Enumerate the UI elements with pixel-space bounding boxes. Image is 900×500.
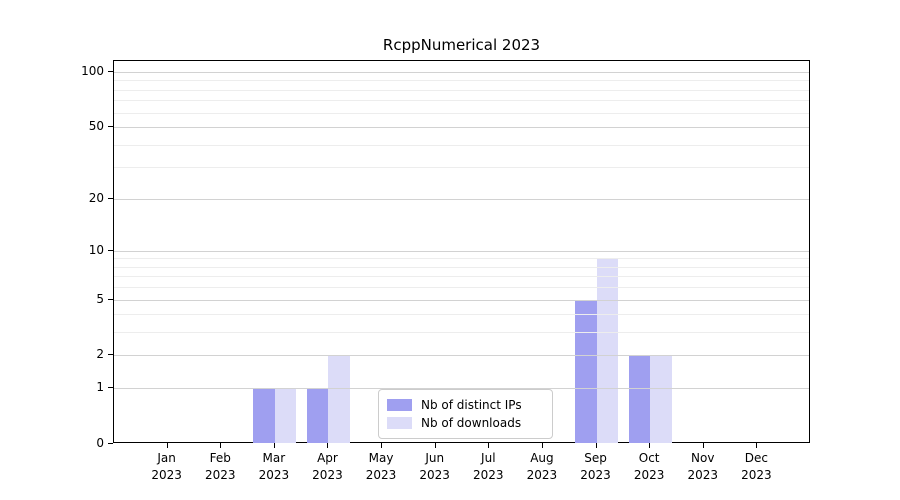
plot-area <box>113 60 810 443</box>
bar-oct-downloads <box>650 355 672 443</box>
y-tick-mark-1 <box>108 387 113 389</box>
bar-mar-downloads <box>274 388 297 443</box>
legend: Nb of distinct IPs Nb of downloads <box>378 389 553 439</box>
y-tick-label-100: 100 <box>81 64 104 78</box>
x-tick-mark-oct <box>649 443 651 448</box>
y-tick-label-5: 5 <box>96 291 104 306</box>
legend-swatch-distinct-ips <box>387 399 412 411</box>
y-tick-label-1: 1 <box>96 380 104 395</box>
legend-item-downloads: Nb of downloads <box>387 416 544 430</box>
legend-label-distinct-ips: Nb of distinct IPs <box>421 398 522 412</box>
x-tick-mark-apr <box>327 443 329 448</box>
x-tick-mark-nov <box>702 443 704 448</box>
y-tick-mark-0 <box>108 443 113 444</box>
x-tick-mark-jul <box>488 443 490 448</box>
x-tick-label-feb: Feb 2023 <box>204 451 236 482</box>
y-tick-label-10: 10 <box>88 242 104 257</box>
x-tick-label-jun: Jun 2023 <box>419 451 450 482</box>
bar-sep-downloads <box>596 258 619 443</box>
legend-item-distinct-ips: Nb of distinct IPs <box>387 398 544 412</box>
bar-sep-distinct-ips <box>575 299 597 443</box>
x-tick-mark-may <box>381 443 383 448</box>
x-tick-label-jan: Jan 2023 <box>151 451 182 482</box>
bar-apr-distinct-ips <box>306 388 329 443</box>
x-tick-label-mar: Mar 2023 <box>258 451 290 482</box>
bars-layer <box>114 61 809 443</box>
chart-title: RcppNumerical 2023 <box>382 36 541 54</box>
legend-swatch-downloads <box>387 417 412 429</box>
y-tick-mark-10 <box>108 249 113 251</box>
y-tick-label-0: 0 <box>96 436 104 450</box>
x-tick-mark-feb <box>220 443 222 448</box>
y-tick-mark-2 <box>108 354 113 356</box>
y-tick-label-2: 2 <box>96 347 104 362</box>
x-tick-mark-dec <box>756 443 758 448</box>
x-tick-mark-sep <box>595 443 597 448</box>
x-tick-label-dec: Dec 2023 <box>741 451 772 482</box>
x-tick-label-oct: Oct 2023 <box>633 451 665 482</box>
legend-label-downloads: Nb of downloads <box>421 416 522 430</box>
y-tick-mark-5 <box>108 298 113 300</box>
y-tick-mark-50 <box>108 126 113 128</box>
bar-apr-downloads <box>328 355 350 443</box>
x-tick-label-may: May 2023 <box>365 451 397 482</box>
x-tick-mark-jun <box>434 443 436 448</box>
x-tick-label-apr: Apr 2023 <box>312 451 343 482</box>
y-tick-label-20: 20 <box>88 190 104 205</box>
x-tick-mark-aug <box>541 443 543 448</box>
y-tick-label-50: 50 <box>88 119 104 134</box>
x-tick-label-jul: Jul 2023 <box>473 451 504 482</box>
bar-oct-distinct-ips <box>628 355 651 443</box>
x-tick-label-sep: Sep 2023 <box>580 451 611 482</box>
y-tick-mark-20 <box>108 197 113 199</box>
x-tick-label-nov: Nov 2023 <box>687 451 719 482</box>
x-tick-mark-jan <box>166 443 168 448</box>
bar-mar-distinct-ips <box>253 388 275 443</box>
x-tick-mark-mar <box>273 443 275 448</box>
x-tick-label-aug: Aug 2023 <box>526 451 558 482</box>
y-tick-mark-100 <box>108 71 113 72</box>
